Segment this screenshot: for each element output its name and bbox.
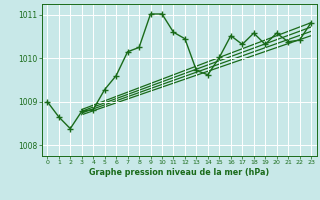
- X-axis label: Graphe pression niveau de la mer (hPa): Graphe pression niveau de la mer (hPa): [89, 168, 269, 177]
